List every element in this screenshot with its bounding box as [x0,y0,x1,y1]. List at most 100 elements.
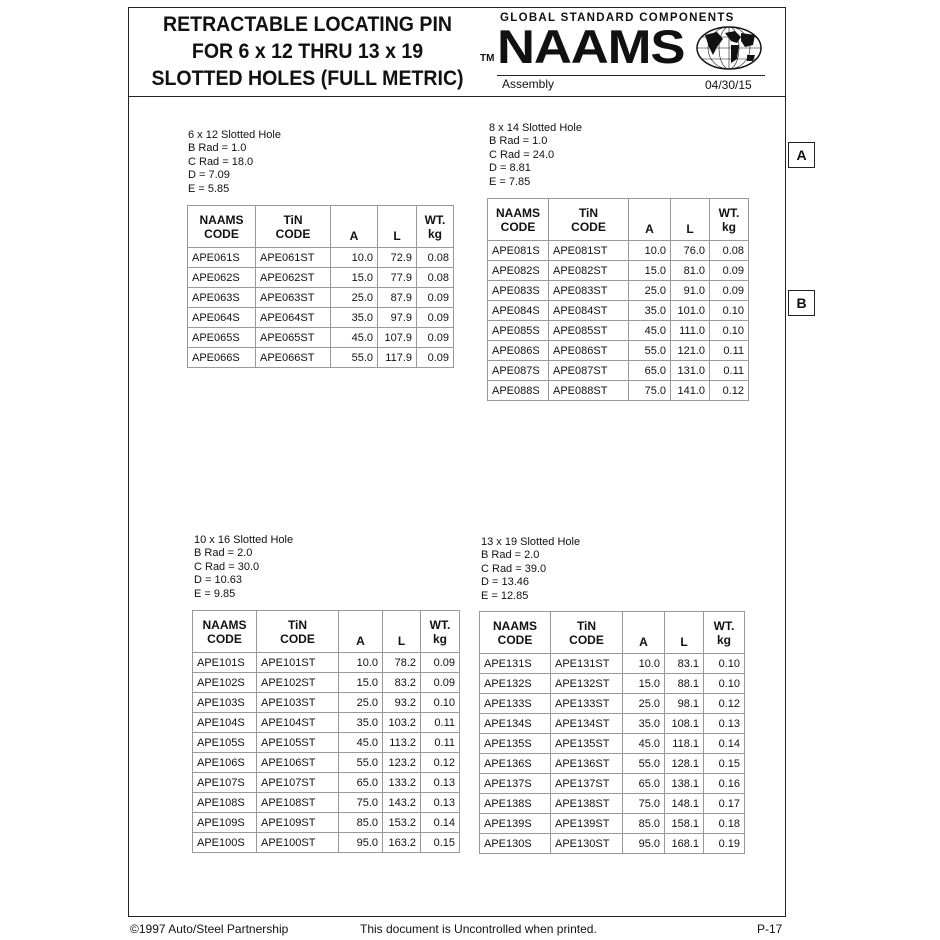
col-naams-code: NAAMS CODE [479,611,551,654]
naams-code: APE100S [192,832,257,853]
col-a: A [338,610,383,653]
page-frame [128,7,786,917]
naams-code: APE108S [192,792,257,813]
spec-line: C Rad = 24.0 [489,148,555,161]
col-naams-code: NAAMS CODE [187,205,256,248]
col-weight: WT. kg [709,198,749,241]
naams-code: APE087S [487,360,549,381]
table-row: APE086S APE086ST 55.0 121.0 0.11 [487,340,749,361]
dim-a: 25.0 [338,692,383,713]
naams-code: APE062S [187,267,256,288]
weight: 0.09 [416,327,454,348]
dim-l: 87.9 [377,287,417,308]
dim-a: 75.0 [622,793,665,814]
weight: 0.11 [420,732,460,753]
table-row: APE064S APE064ST 35.0 97.9 0.09 [187,307,454,328]
col-l: L [377,205,417,248]
dim-l: 131.0 [670,360,710,381]
dim-l: 111.0 [670,320,710,341]
dim-a: 25.0 [628,280,671,301]
dim-l: 138.1 [664,773,704,794]
col-tin-code: TiN CODE [548,198,629,241]
weight: 0.19 [703,833,745,854]
header-divider [128,96,786,97]
table-row: APE138S APE138ST 75.0 148.1 0.17 [479,793,745,814]
naams-code: APE081S [487,240,549,261]
tin-code: APE101ST [256,652,339,673]
spec-line: C Rad = 39.0 [481,562,547,575]
spec-line: B Rad = 1.0 [188,142,247,155]
hole-specs: 13 x 19 Slotted Hole B Rad = 2.0 C Rad = 3… [481,536,580,603]
spec-line: 10 x 16 Slotted Hole [194,534,294,546]
naams-code: APE086S [487,340,549,361]
weight: 0.10 [420,692,460,713]
header-line: NAAMS [199,212,244,227]
parts-table: NAAMS CODE TiN CODE A L WT. kg APE131S APE131ST 10… [479,611,745,854]
naams-code: APE104S [192,712,257,733]
title-line: FOR 6 x 12 THRU 13 x 19 [191,40,424,63]
parts-table: NAAMS CODE TiN CODE A L WT. kg APE061S APE061ST 10… [187,205,454,368]
dim-l: 98.1 [664,693,704,714]
tin-code: APE066ST [255,347,331,368]
tin-code: APE087ST [548,360,629,381]
dim-a: 75.0 [338,792,383,813]
table-row: APE063S APE063ST 25.0 87.9 0.09 [187,287,454,308]
table-row: APE083S APE083ST 25.0 91.0 0.09 [487,280,749,301]
dim-l: 143.2 [382,792,421,813]
header-line: TiN [283,212,303,227]
dim-l: 121.0 [670,340,710,361]
spec-line: 6 x 12 Slotted Hole [188,129,281,141]
header-line: TiN [287,617,308,632]
weight: 0.13 [703,713,745,734]
col-naams-code: NAAMS CODE [192,610,257,653]
tin-code: APE104ST [256,712,339,733]
table-row: APE134S APE134ST 35.0 108.1 0.13 [479,713,745,734]
dim-a: 45.0 [622,733,665,754]
dim-l: 141.0 [670,380,710,401]
tin-code: APE082ST [548,260,629,281]
weight: 0.09 [416,287,454,308]
table-row: APE100S APE100ST 95.0 163.2 0.15 [192,832,460,853]
tin-code: APE065ST [255,327,331,348]
header-line: CODE [500,219,536,234]
weight: 0.12 [703,693,745,714]
parts-table: NAAMS CODE TiN CODE A L WT. kg APE081S APE081ST 10… [487,198,749,401]
header-line: CODE [569,632,604,647]
spec-line: C Rad = 18.0 [188,155,254,168]
dim-l: 93.2 [382,692,421,713]
spec-line: E = 9.85 [194,587,236,600]
col-a: A [622,611,665,654]
spec-line: B Rad = 2.0 [481,549,540,562]
dim-l: 113.2 [382,732,421,753]
weight: 0.08 [416,247,454,268]
dim-a: 95.0 [338,832,383,853]
hole-specs: 6 x 12 Slotted Hole B Rad = 1.0 C Rad = 18… [188,129,281,196]
dim-a: 85.0 [622,813,665,834]
header-line: TiN [578,205,599,220]
table-row: APE085S APE085ST 45.0 111.0 0.10 [487,320,749,341]
table-row: APE102S APE102ST 15.0 83.2 0.09 [192,672,460,693]
naams-code: APE063S [187,287,256,308]
weight: 0.09 [416,347,454,368]
naams-code: APE138S [479,793,551,814]
globe-icon [696,26,762,70]
header-line: WT. [429,617,451,632]
header-line: kg [721,219,736,234]
tin-code: APE061ST [255,247,331,268]
col-weight: WT. kg [416,205,454,248]
dim-a: 10.0 [628,240,671,261]
naams-code: APE132S [479,673,551,694]
spec-line: D = 8.81 [489,162,531,175]
weight: 0.16 [703,773,745,794]
naams-code: APE135S [479,733,551,754]
header-line: WT. [718,205,740,220]
dim-l: 133.2 [382,772,421,793]
spec-line: 13 x 19 Slotted Hole [481,536,581,548]
weight: 0.13 [420,772,460,793]
col-a: A [628,198,671,241]
header-line: WT. [424,212,446,227]
dim-a: 45.0 [330,327,378,348]
dim-a: 25.0 [622,693,665,714]
col-tin-code: TiN CODE [550,611,623,654]
weight: 0.09 [416,307,454,328]
